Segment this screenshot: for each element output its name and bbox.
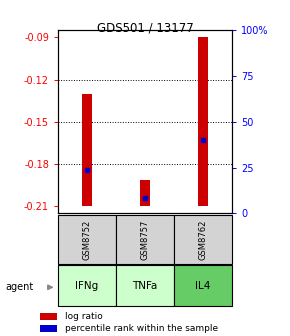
Bar: [40, 312, 57, 320]
Text: GSM8757: GSM8757: [140, 219, 150, 260]
Bar: [116, 265, 174, 306]
Text: GDS501 / 13177: GDS501 / 13177: [97, 21, 193, 34]
Text: GSM8762: GSM8762: [198, 219, 208, 260]
Bar: [174, 215, 232, 264]
Bar: [40, 325, 57, 332]
Bar: [58, 215, 116, 264]
Text: GSM8752: GSM8752: [82, 219, 92, 259]
Bar: [198, 37, 208, 206]
Bar: [82, 94, 92, 206]
Text: log ratio: log ratio: [65, 312, 103, 321]
Bar: [116, 215, 174, 264]
Text: agent: agent: [6, 282, 34, 292]
Bar: [140, 179, 150, 206]
Text: TNFa: TNFa: [132, 281, 158, 291]
Text: IFNg: IFNg: [75, 281, 99, 291]
Bar: [58, 265, 116, 306]
Text: IL4: IL4: [195, 281, 211, 291]
Bar: [174, 265, 232, 306]
Text: percentile rank within the sample: percentile rank within the sample: [65, 324, 218, 333]
